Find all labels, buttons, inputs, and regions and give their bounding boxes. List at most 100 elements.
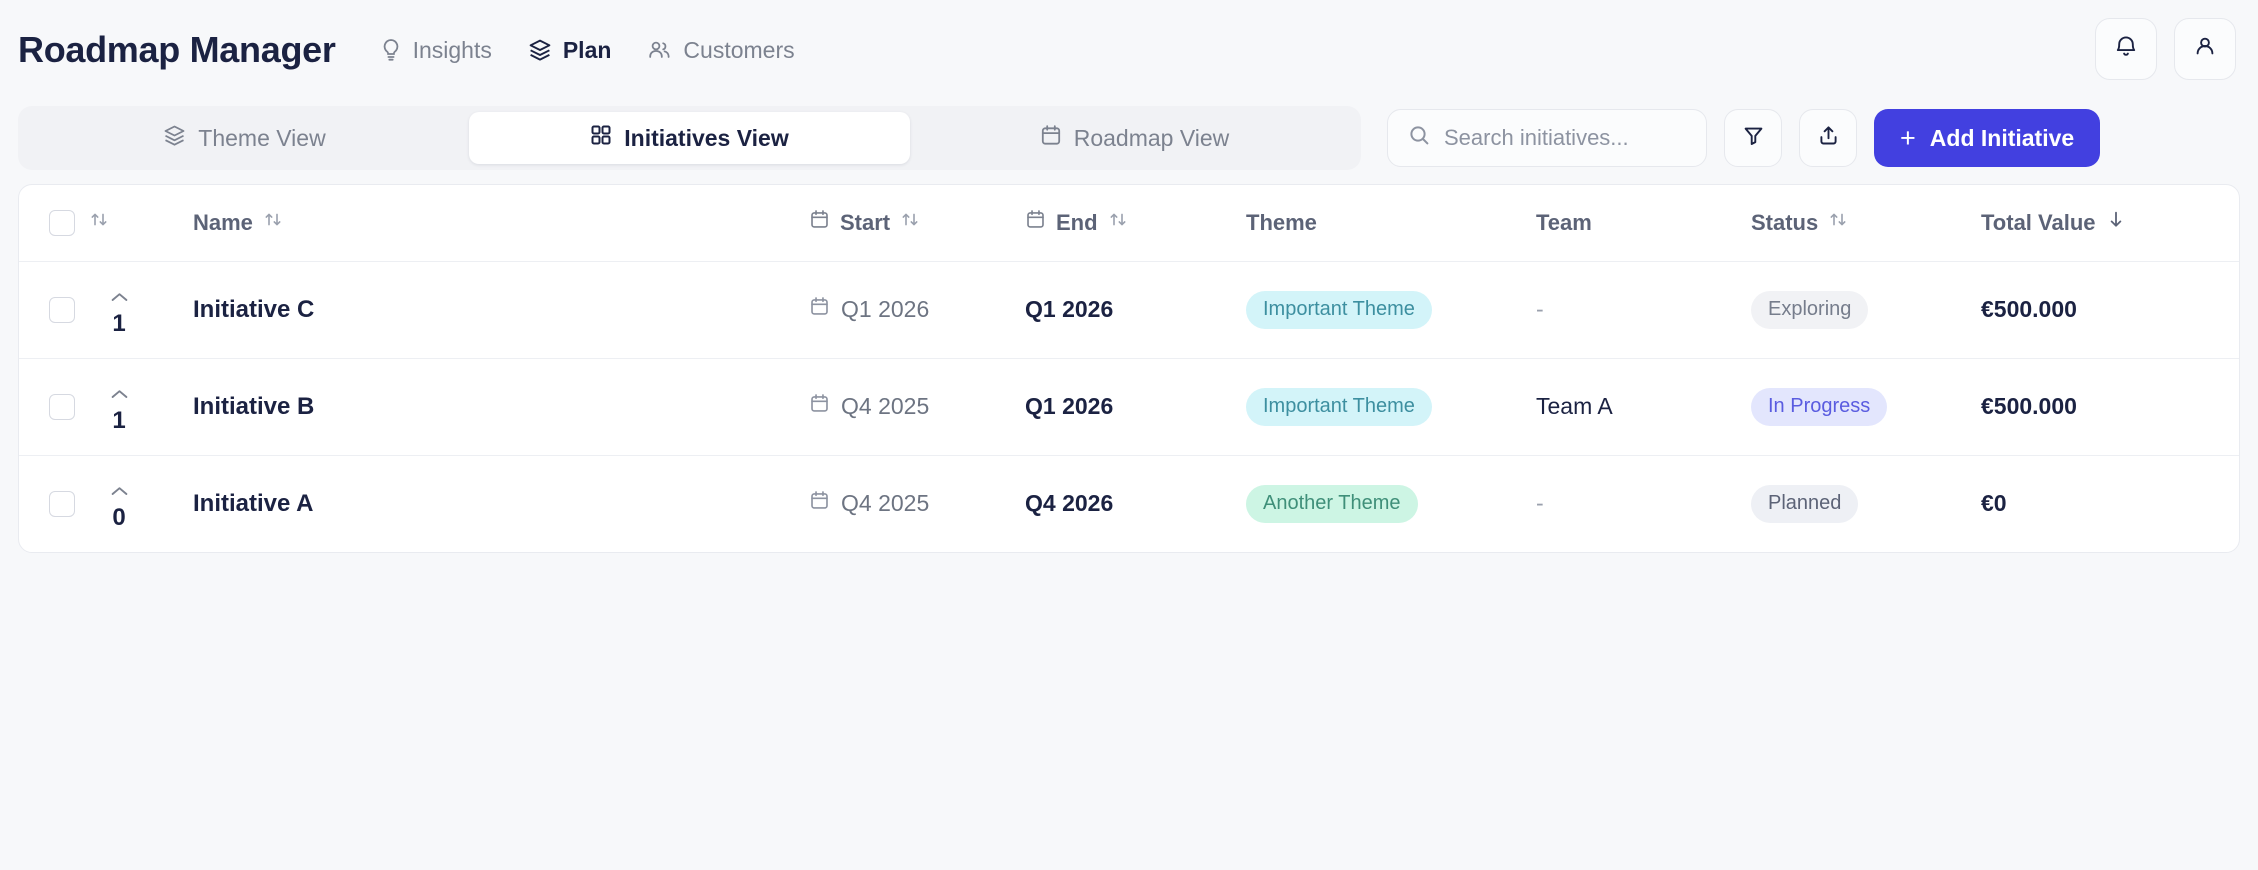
- th-votes[interactable]: [89, 185, 175, 262]
- filter-icon: [1742, 124, 1765, 152]
- start-date: Q4 2025: [841, 393, 930, 419]
- notifications-button[interactable]: [2095, 18, 2157, 80]
- cell-team: Team A: [1530, 358, 1745, 456]
- vote-control[interactable]: 0: [97, 477, 141, 530]
- status-badge: Planned: [1751, 484, 1859, 523]
- th-select-all: [19, 185, 89, 262]
- cell-name: Initiative A: [175, 455, 805, 552]
- chevron-up-icon: [110, 380, 129, 407]
- th-label-theme: Theme: [1246, 209, 1317, 235]
- bell-icon: [2113, 33, 2139, 65]
- nav-item-plan[interactable]: Plan: [528, 36, 612, 64]
- table-row[interactable]: 0 Initiative A Q4 2025 Q4 2026: [19, 455, 2239, 552]
- select-all-checkbox[interactable]: [49, 209, 75, 236]
- th-name[interactable]: Name: [175, 185, 805, 262]
- table-body: 1 Initiative C Q1 2026 Q1 2026: [19, 261, 2239, 552]
- search-field[interactable]: [1387, 109, 1707, 167]
- vote-control[interactable]: 1: [97, 283, 141, 336]
- nav-item-customers[interactable]: Customers: [647, 37, 795, 64]
- nav-label-plan: Plan: [562, 36, 612, 63]
- status-badge: Exploring: [1751, 290, 1869, 329]
- th-status[interactable]: Status: [1745, 185, 1975, 262]
- cell-votes: 0: [89, 455, 175, 552]
- tab-label-initiatives-view: Initiatives View: [624, 124, 789, 151]
- theme-badge: Another Theme: [1246, 484, 1418, 523]
- search-input[interactable]: [1444, 125, 1686, 151]
- initiative-name[interactable]: Initiative A: [193, 489, 314, 517]
- cell-team: -: [1530, 261, 1745, 359]
- start-date: Q1 2026: [841, 296, 930, 322]
- table-row[interactable]: 1 Initiative C Q1 2026 Q1 2026: [19, 261, 2239, 359]
- nav-item-insights[interactable]: Insights: [380, 37, 492, 64]
- add-initiative-label: Add Initiative: [1929, 124, 2075, 151]
- total-value: €500.000: [1981, 393, 2077, 419]
- row-checkbox[interactable]: [49, 296, 75, 323]
- th-end[interactable]: End: [1025, 185, 1240, 262]
- tab-label-theme-view: Theme View: [198, 124, 326, 151]
- tab-theme-view[interactable]: Theme View: [24, 112, 465, 164]
- cell-theme: Important Theme: [1240, 358, 1530, 456]
- theme-badge: Important Theme: [1246, 387, 1432, 426]
- sort-desc-icon: [2106, 209, 2126, 236]
- vote-count: 1: [112, 407, 126, 434]
- view-toolbar: Theme View Initiatives View Roadmap: [0, 100, 2258, 176]
- sort-icon: [900, 210, 920, 236]
- initiatives-table: Name: [19, 185, 2239, 552]
- tab-roadmap-view[interactable]: Roadmap View: [914, 112, 1355, 164]
- vote-control[interactable]: 1: [97, 380, 141, 433]
- cell-votes: 1: [89, 261, 175, 359]
- sort-icon: [1828, 210, 1848, 236]
- account-button[interactable]: [2174, 18, 2236, 80]
- cell-end: Q1 2026: [1025, 358, 1240, 456]
- vote-count: 1: [112, 310, 126, 337]
- calendar-icon: [1025, 209, 1046, 236]
- cell-theme: Another Theme: [1240, 455, 1530, 552]
- theme-badge: Important Theme: [1246, 290, 1432, 329]
- main-nav: Insights Plan Customers: [380, 37, 795, 64]
- lightbulb-icon: [380, 38, 402, 62]
- cell-team: -: [1530, 455, 1745, 552]
- table-row[interactable]: 1 Initiative B Q4 2025 Q1 2026: [19, 358, 2239, 456]
- tab-label-roadmap-view: Roadmap View: [1073, 124, 1230, 151]
- initiatives-table-card: Name: [18, 184, 2240, 553]
- app-title: Roadmap Manager: [18, 29, 336, 70]
- row-checkbox[interactable]: [49, 393, 75, 420]
- initiative-name[interactable]: Initiative C: [193, 295, 315, 323]
- cell-end: Q1 2026: [1025, 261, 1240, 359]
- cell-name: Initiative B: [175, 358, 805, 456]
- tab-initiatives-view[interactable]: Initiatives View: [469, 112, 910, 164]
- cell-votes: 1: [89, 358, 175, 456]
- cell-status: In Progress: [1745, 358, 1975, 456]
- th-start[interactable]: Start: [805, 185, 1025, 262]
- cell-total-value: €500.000: [1975, 358, 2239, 456]
- grid-icon: [590, 124, 612, 152]
- plus-icon: +: [1900, 122, 1916, 153]
- search-icon: [1408, 124, 1431, 152]
- user-icon: [2192, 33, 2218, 65]
- view-switcher: Theme View Initiatives View Roadmap: [18, 106, 1361, 170]
- chevron-up-icon: [110, 283, 129, 310]
- filter-button[interactable]: [1724, 109, 1782, 167]
- th-label-team: Team: [1536, 209, 1592, 235]
- calendar-icon: [809, 393, 830, 420]
- cell-theme: Important Theme: [1240, 261, 1530, 359]
- row-checkbox[interactable]: [49, 490, 75, 517]
- sort-icon: [263, 210, 283, 236]
- export-button[interactable]: [1799, 109, 1857, 167]
- start-date: Q4 2025: [841, 490, 930, 517]
- total-value: €0: [1981, 490, 2007, 517]
- cell-total-value: €500.000: [1975, 261, 2239, 359]
- initiative-name[interactable]: Initiative B: [193, 392, 315, 420]
- end-date: Q4 2026: [1025, 490, 1114, 517]
- nav-label-insights: Insights: [412, 36, 492, 63]
- th-total-value[interactable]: Total Value: [1975, 185, 2239, 262]
- layers-icon: [528, 38, 552, 62]
- cell-select: [19, 358, 89, 456]
- end-date: Q1 2026: [1025, 296, 1114, 322]
- th-label-name: Name: [193, 209, 253, 235]
- header-actions: [2095, 18, 2236, 80]
- calendar-icon: [809, 296, 830, 323]
- calendar-icon: [809, 490, 830, 517]
- add-initiative-button[interactable]: + Add Initiative: [1874, 109, 2101, 167]
- sort-icon: [89, 210, 109, 235]
